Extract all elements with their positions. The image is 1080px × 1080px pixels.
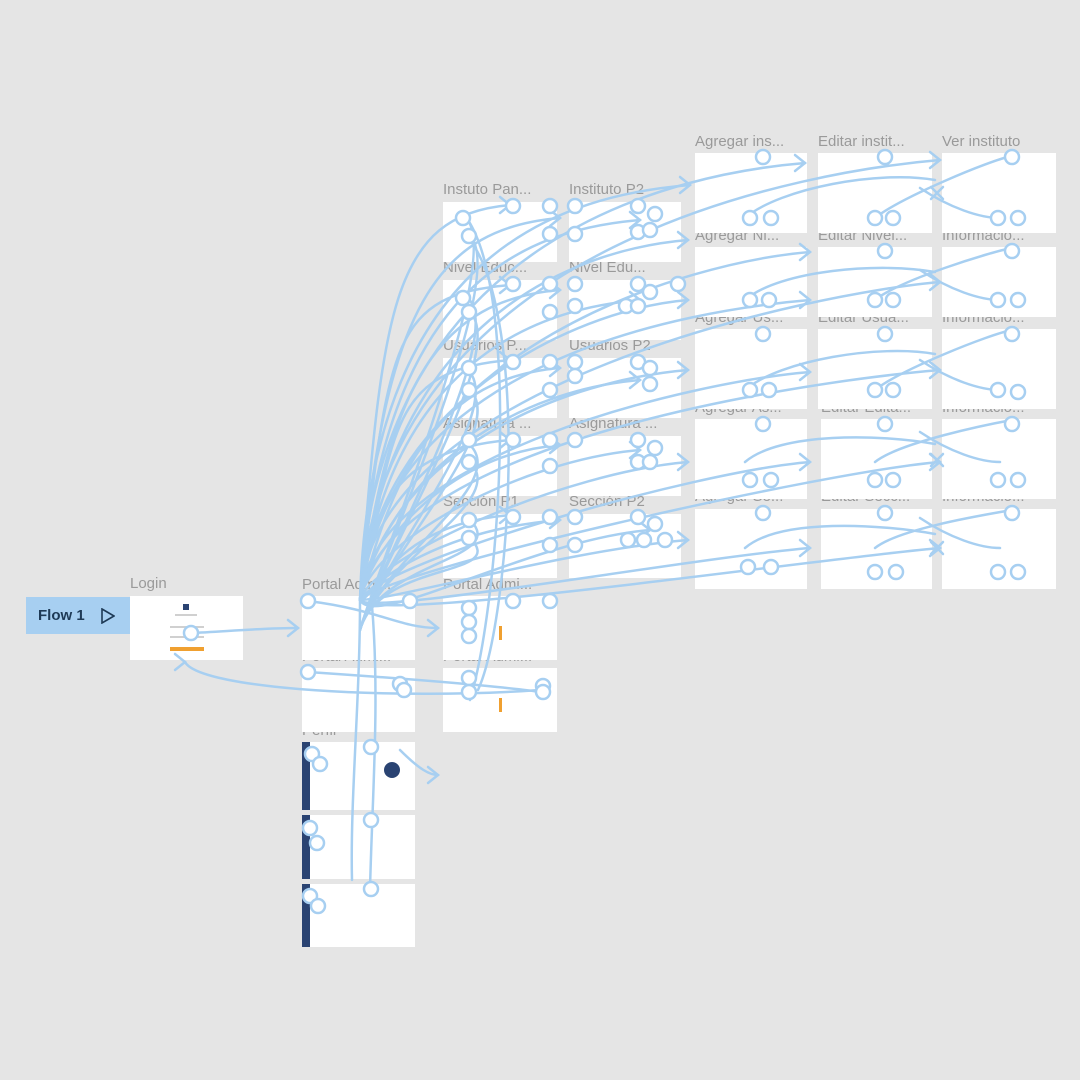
sidebar bbox=[302, 815, 310, 879]
avatar bbox=[384, 762, 400, 778]
frame-agregar-usuario[interactable] bbox=[695, 329, 807, 409]
frame-title-ver-instituto: Ver instituto bbox=[942, 133, 1021, 150]
frame-ver-instituto[interactable] bbox=[942, 153, 1056, 233]
frame-seccion-p2[interactable] bbox=[569, 514, 681, 578]
frame-title-instituto-p1: Instuto Pan... bbox=[443, 181, 532, 198]
frame-seccion-p1[interactable] bbox=[443, 514, 557, 578]
frame-title-editar-instituto: Editar instit... bbox=[818, 133, 905, 150]
frame-portal-admin-4[interactable] bbox=[443, 668, 557, 732]
illustration-figure bbox=[499, 626, 502, 640]
frame-perfil[interactable] bbox=[302, 742, 415, 810]
frame-nivel-p1[interactable] bbox=[443, 280, 557, 340]
sidebar bbox=[302, 742, 310, 810]
frame-title-agregar-instituto: Agregar ins... bbox=[695, 133, 785, 150]
frame-detail bbox=[170, 626, 204, 628]
frame-portal-admin-2[interactable] bbox=[443, 596, 557, 660]
connection-arrowhead bbox=[678, 175, 693, 195]
frame-recibo[interactable] bbox=[302, 815, 415, 879]
frame-portal-admin-1[interactable] bbox=[302, 596, 415, 660]
frame-agregar-asignatura[interactable] bbox=[695, 419, 807, 499]
frame-title-portal-admin-1: Portal Admi... bbox=[302, 576, 392, 593]
flow-label: Flow 1 bbox=[38, 607, 85, 624]
frame-instituto-p1[interactable] bbox=[443, 202, 557, 262]
flow-start-badge[interactable]: Flow 1 bbox=[26, 597, 130, 634]
sidebar bbox=[302, 884, 310, 947]
frame-title-instituto-p2: Instituto P2 bbox=[569, 181, 645, 198]
connection-arrowhead bbox=[286, 618, 301, 638]
frame-agregar-nivel[interactable] bbox=[695, 247, 807, 317]
frame-asignatura-p2[interactable] bbox=[569, 436, 681, 496]
illustration-figure bbox=[499, 698, 502, 712]
frame-info-nivel[interactable] bbox=[942, 247, 1056, 317]
frame-usuarios-p2[interactable] bbox=[569, 358, 681, 418]
frame-agregar-instituto[interactable] bbox=[695, 153, 807, 233]
play-icon[interactable] bbox=[100, 607, 115, 624]
frame-detail bbox=[175, 614, 197, 616]
frame-agregar-seccion[interactable] bbox=[695, 509, 807, 589]
frame-editar-seccion[interactable] bbox=[821, 509, 932, 589]
frame-editar-usuario[interactable] bbox=[818, 329, 932, 409]
frame-title-portal-admin-2: Portal Admi... bbox=[443, 576, 533, 593]
logo-icon bbox=[183, 604, 189, 610]
frame-title-login: Login bbox=[130, 575, 167, 592]
frame-asignatura-p1[interactable] bbox=[443, 436, 557, 496]
frame-nivel-p2[interactable] bbox=[569, 280, 681, 340]
frame-info-seccion[interactable] bbox=[942, 509, 1056, 589]
frame-info-usuario[interactable] bbox=[942, 329, 1056, 409]
frame-detail bbox=[170, 636, 204, 638]
frame-editar-instituto[interactable] bbox=[818, 153, 932, 233]
frame-editar-nivel[interactable] bbox=[818, 247, 932, 317]
frame-instituto-p2[interactable] bbox=[569, 202, 681, 262]
frame-portal-admin-3[interactable] bbox=[302, 668, 415, 732]
frame-editar-asignatura[interactable] bbox=[821, 419, 932, 499]
connection-arrowhead bbox=[426, 618, 441, 638]
frame-login[interactable] bbox=[130, 596, 243, 660]
frame-usuarios-p1[interactable] bbox=[443, 358, 557, 418]
connection-arrowhead bbox=[426, 765, 441, 785]
frame-notificacion[interactable] bbox=[302, 884, 415, 947]
login-button bbox=[170, 647, 204, 651]
frame-info-asignatura[interactable] bbox=[942, 419, 1056, 499]
